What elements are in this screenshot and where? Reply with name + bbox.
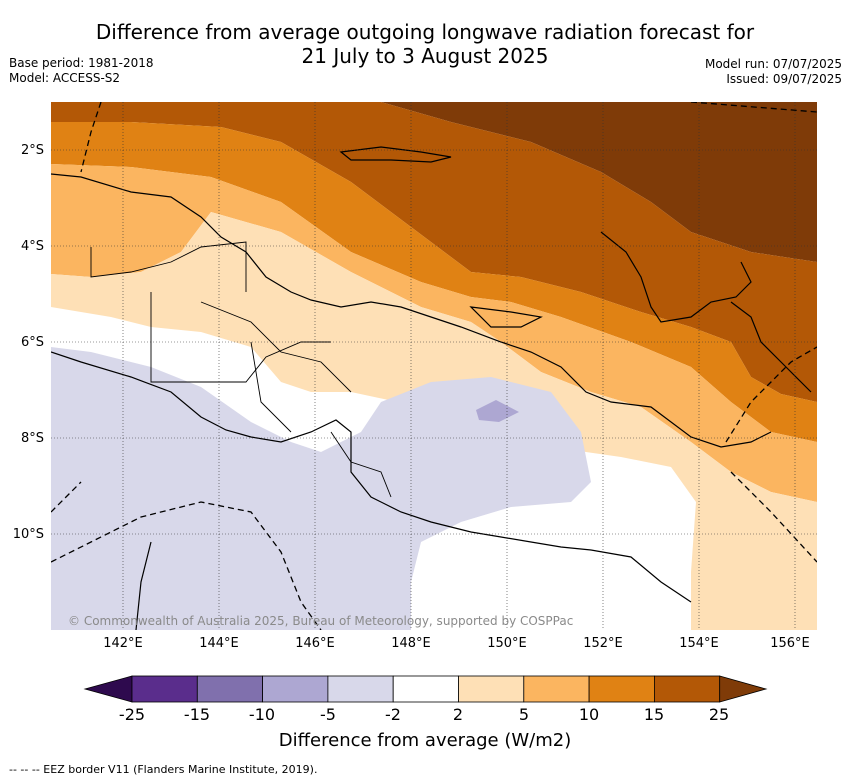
colorbar-tick: 10: [578, 705, 600, 724]
model-run: Model run: 07/07/2025: [704, 57, 842, 71]
lat-label: 4°S: [20, 239, 44, 254]
band-neg-5-neg-2-patch: [281, 477, 341, 512]
map-panel: [51, 102, 817, 630]
model-name: Model: ACCESS-S2: [9, 71, 121, 85]
colorbar-bin: [131, 675, 198, 703]
colorbar-tick: -2: [385, 705, 401, 724]
lat-label: 2°S: [20, 143, 44, 158]
lon-label: 146°E: [295, 636, 335, 651]
title-line-2: 21 July to 3 August 2025: [301, 44, 549, 68]
colorbar-bin: [392, 675, 459, 703]
copyright-notice: © Commonwealth of Australia 2025, Bureau…: [68, 614, 574, 628]
colorbar-label: Difference from average (W/m2): [278, 730, 572, 751]
colorbar: [83, 675, 768, 703]
issued-date: Issued: 09/07/2025: [726, 72, 842, 86]
colorbar-bin: [327, 675, 394, 703]
lon-label: 154°E: [679, 636, 719, 651]
colorbar-tick: 25: [708, 705, 730, 724]
lon-label: 144°E: [199, 636, 239, 651]
base-period: Base period: 1981-2018: [9, 56, 154, 70]
colorbar-extend-low: [83, 675, 133, 703]
map-title: Difference from average outgoing longwav…: [0, 20, 850, 68]
graticule: [51, 102, 817, 630]
lon-label: 148°E: [391, 636, 431, 651]
meta-left: Base period: 1981-2018 Model: ACCESS-S2: [9, 56, 154, 86]
colorbar-bin: [458, 675, 525, 703]
lat-label: 6°S: [20, 335, 44, 350]
band-gt-25: [381, 102, 817, 262]
colorbar-tick: 2: [452, 705, 464, 724]
band-5-10: [51, 164, 817, 502]
colorbar-tick: -10: [248, 705, 276, 724]
colorbar-bin: [196, 675, 264, 703]
lon-label: 142°E: [103, 636, 143, 651]
band-10-15: [51, 122, 817, 442]
colorbar-bin: [262, 675, 329, 703]
colorbar-extend-high: [719, 675, 768, 703]
lon-label: 150°E: [487, 636, 527, 651]
coastline: [51, 146, 812, 630]
meta-right: Model run: 07/07/2025 Issued: 09/07/2025: [705, 57, 842, 87]
colorbar-bin: [588, 675, 655, 703]
band-15-25: [51, 102, 817, 402]
colorbar-tick: 15: [643, 705, 665, 724]
colorbar-tick: -25: [118, 705, 146, 724]
lat-label: 10°S: [12, 527, 44, 542]
colorbar-tick: -15: [183, 705, 211, 724]
colorbar-tick: 5: [518, 705, 530, 724]
colorbar-bin: [654, 675, 721, 703]
eez-border: [51, 102, 817, 630]
colorbar-tick: -5: [320, 705, 336, 724]
eez-footnote: -- -- -- EEZ border V11 (Flanders Marine…: [9, 763, 318, 776]
lon-label: 152°E: [583, 636, 623, 651]
colorbar-bin: [523, 675, 590, 703]
band-neg-10-neg-5: [476, 400, 519, 422]
title-line-1: Difference from average outgoing longwav…: [95, 20, 755, 44]
lon-label: 156°E: [770, 636, 810, 651]
band-2-5: [51, 212, 817, 630]
lat-label: 8°S: [20, 431, 44, 446]
